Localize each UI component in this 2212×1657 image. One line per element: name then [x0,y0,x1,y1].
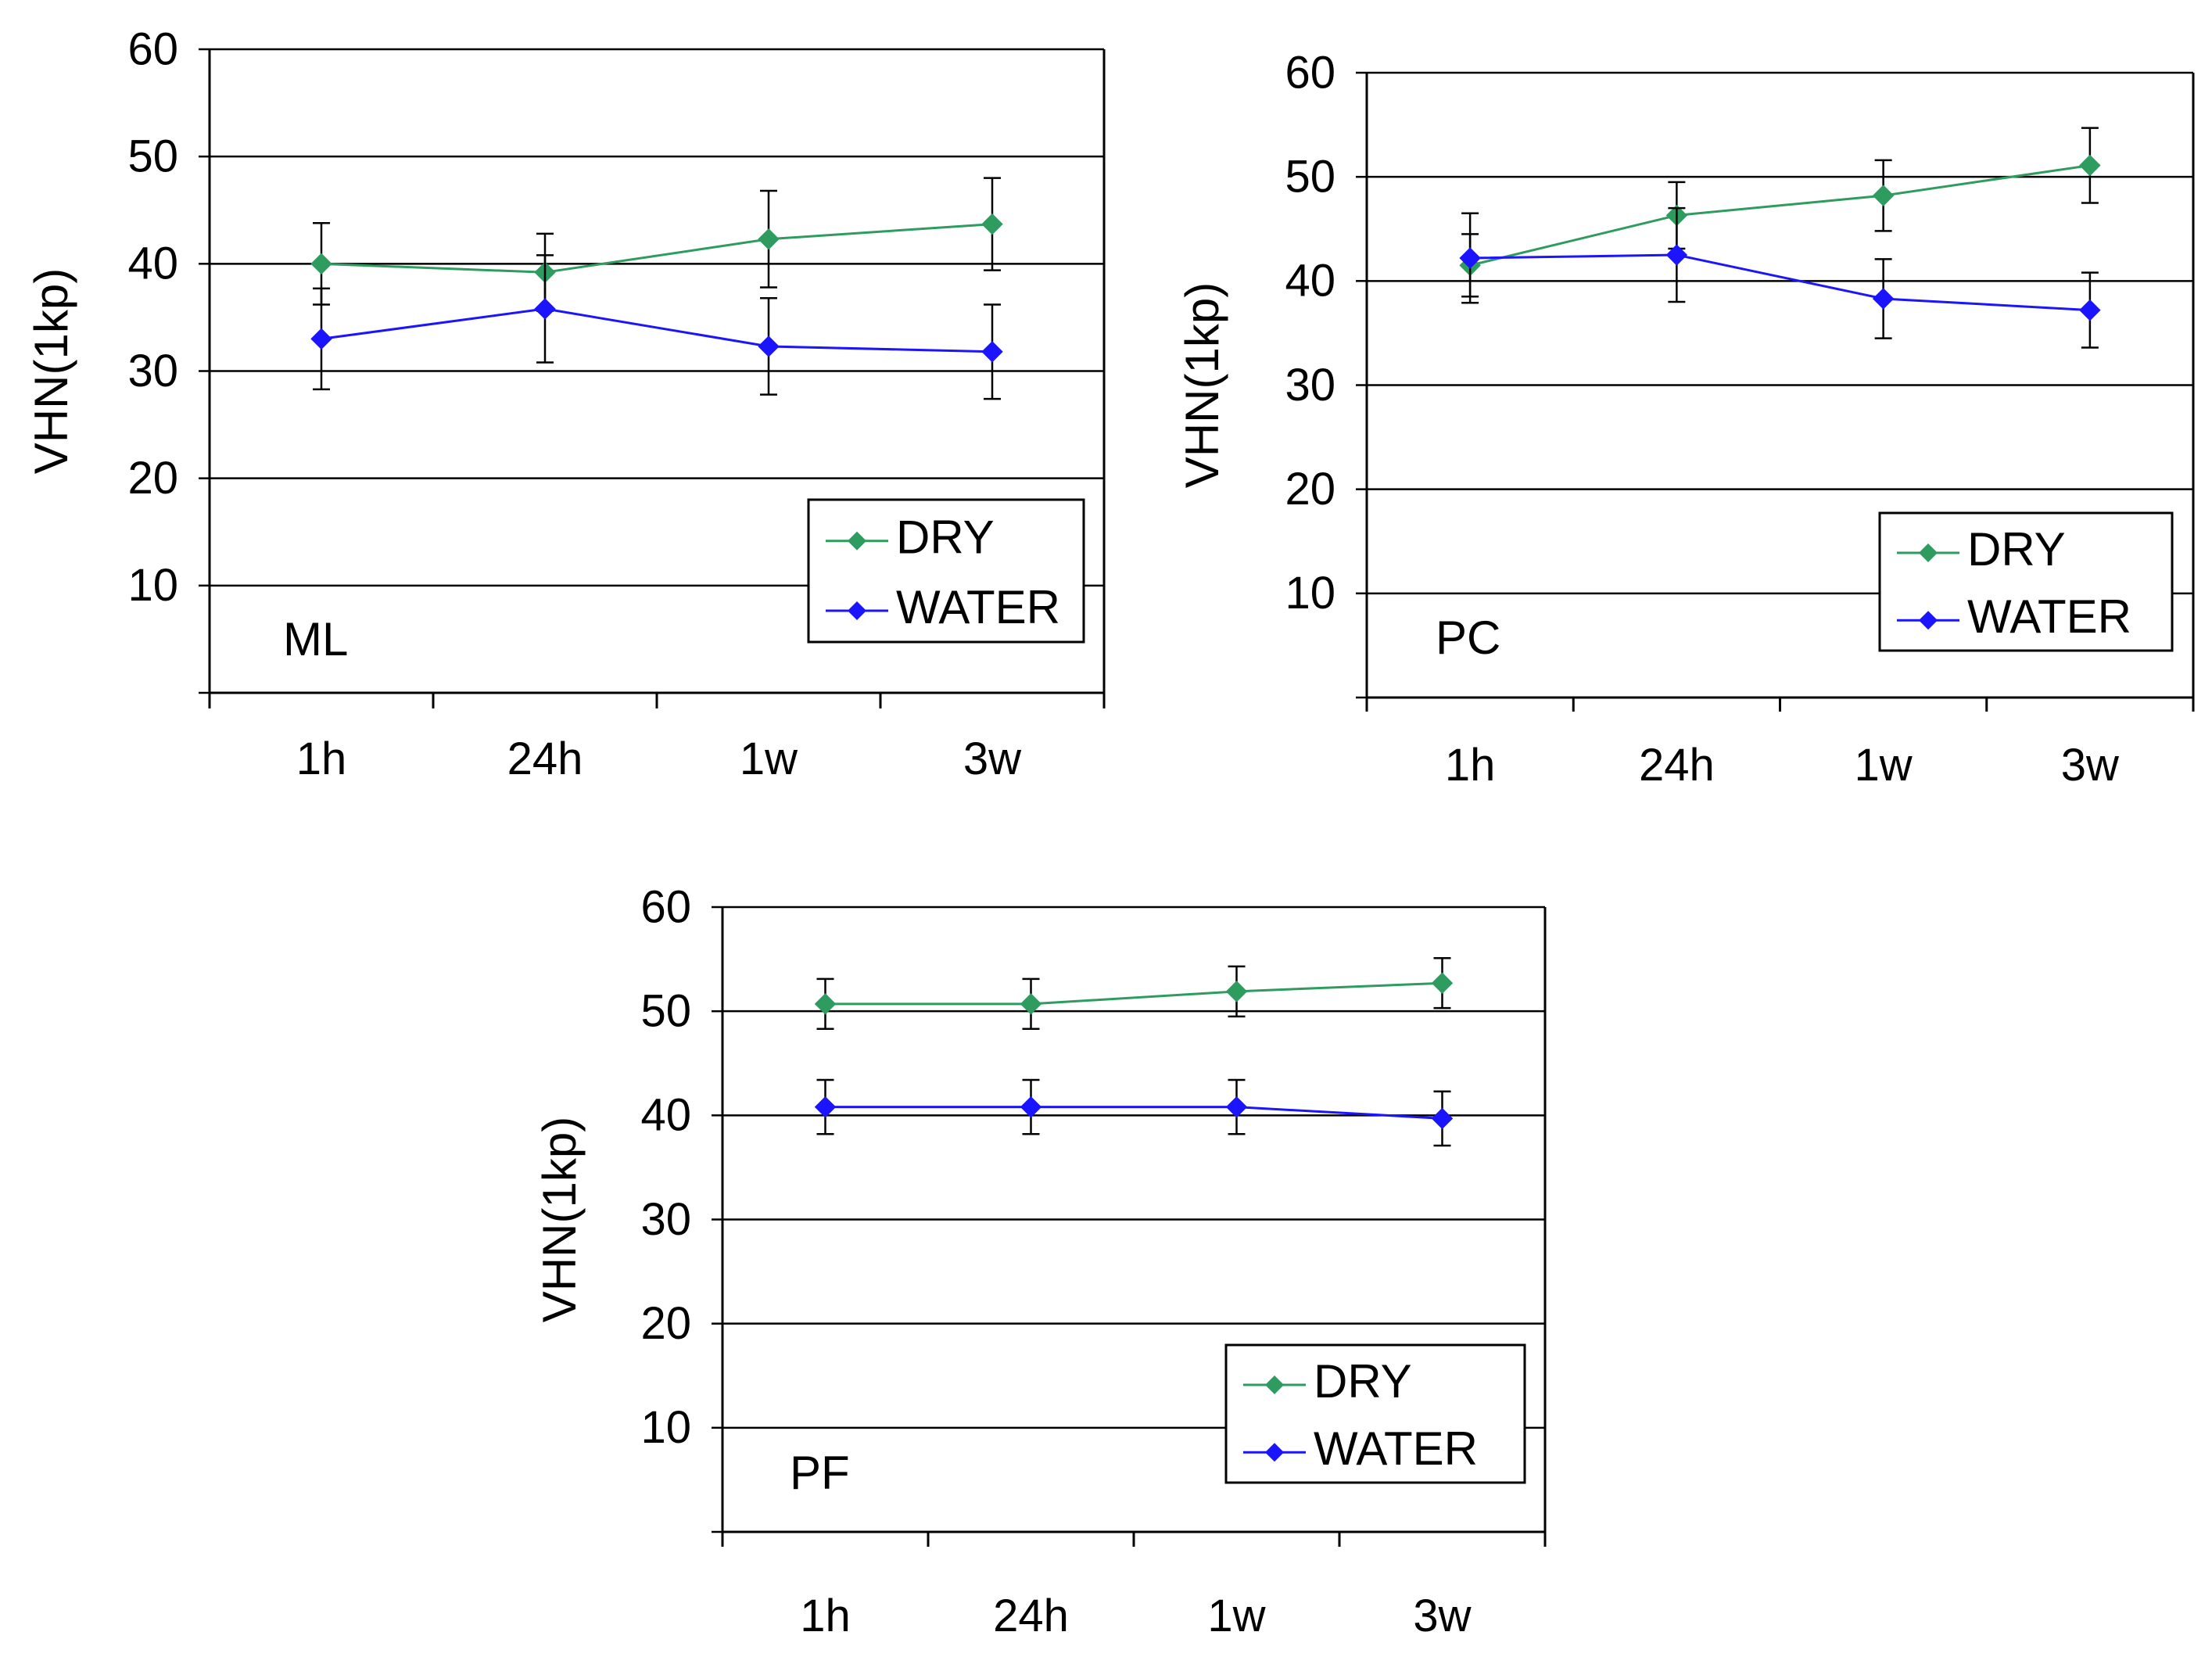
data-point-marker [310,328,332,350]
data-point-marker [1225,981,1248,1002]
data-point-marker [814,993,837,1015]
data-point-marker [2079,154,2101,177]
series-water [814,1078,1454,1147]
series-dry [814,957,1454,1031]
y-axis-title: VHN(1kp) [25,268,77,474]
series-line-dry [321,223,993,274]
data-point-marker [981,341,1003,363]
y-axis-title: VHN(1kp) [533,1117,586,1322]
legend-label-dry: DRY [896,511,995,564]
data-point-marker [1872,288,1895,310]
data-point-marker [534,298,556,320]
x-tick-label: 3w [2061,740,2120,791]
y-tick-label: 50 [127,131,178,181]
x-tick-label: 24h [507,733,583,784]
legend-swatch-marker [848,601,866,620]
y-tick-label: 40 [1285,256,1335,307]
y-tick-label: 40 [640,1090,691,1141]
legend-label-dry: DRY [1967,523,2066,576]
x-tick-label: 1w [1207,1591,1266,1641]
panel-label: PF [790,1447,850,1499]
data-point-marker [1431,972,1454,994]
x-tick-label: 1h [1445,740,1496,791]
legend-label-dry: DRY [1314,1355,1412,1408]
legend-label-water: WATER [1967,590,2131,643]
panel-label: PC [1436,612,1500,664]
y-tick-label: 10 [1285,568,1335,619]
series-water [310,254,1003,400]
x-tick-label: 24h [1639,740,1715,791]
y-tick-label: 20 [640,1298,691,1349]
data-point-marker [2079,299,2101,321]
x-tick-label: 24h [993,1591,1069,1641]
y-tick-label: 20 [1285,464,1335,515]
x-tick-label: 3w [1413,1591,1472,1641]
legend: DRY WATER [1224,1343,1526,1484]
data-point-marker [758,335,780,357]
data-point-marker [310,253,332,275]
data-point-marker [1872,185,1895,206]
y-tick-label: 30 [640,1194,691,1245]
data-point-marker [1020,1096,1042,1118]
x-tick-label: 1w [740,733,798,784]
y-tick-label: 20 [127,453,178,504]
series-dry [1459,127,2101,298]
panel-label: ML [283,613,348,665]
y-tick-label: 50 [1285,151,1335,202]
legend-swatch-marker [1265,1443,1284,1462]
y-tick-label: 60 [127,23,178,74]
legend-swatch-marker [848,531,866,551]
legend-label-water: WATER [896,581,1060,633]
legend-swatch-marker [1919,611,1938,630]
data-point-marker [814,1096,837,1118]
data-point-marker [981,213,1003,235]
y-tick-label: 10 [640,1402,691,1453]
legend: DRY WATER [1878,511,2174,652]
legend-label-water: WATER [1314,1422,1478,1475]
chart-panel-ml: 60 50 40 30 20 10 1h 24h 1w 3w VHN(1kp) DRY WATER ML [25,23,1106,784]
series-line-dry [825,981,1443,1006]
data-point-marker [1225,1096,1248,1118]
y-tick-label: 30 [1285,360,1335,411]
series-line-water [1470,253,2090,312]
legend-box [807,498,1085,644]
x-tick-label: 1w [1855,740,1913,791]
data-point-marker [1665,244,1688,266]
series-line-water [825,1106,1443,1120]
y-axis-title: VHN(1kp) [1176,282,1228,488]
y-tick-label: 60 [1285,47,1335,98]
chart-panel-pf: 60 50 40 30 20 10 1h 24h 1w 3w VHN(1kp) DRY WATER PF [533,881,1547,1641]
series-line-dry [1469,164,2091,267]
legend-swatch-marker [1919,543,1938,563]
x-tick-label: 1h [296,733,347,784]
data-point-marker [1459,247,1481,269]
y-tick-label: 60 [640,881,691,932]
data-point-marker [758,228,780,250]
data-point-marker [1020,993,1042,1015]
series-line-water [321,307,993,353]
y-tick-label: 30 [127,346,178,396]
y-tick-label: 40 [127,239,178,289]
y-tick-label: 10 [127,560,178,611]
x-tick-label: 1h [800,1591,851,1641]
x-tick-label: 3w [963,733,1022,784]
series-dry [310,177,1003,312]
chart-panel-pc: 60 50 40 30 20 10 1h 24h 1w 3w VHN(1kp) DRY WATER PC [1176,47,2195,791]
series-water [1459,206,2101,349]
y-tick-label: 50 [640,985,691,1036]
legend-swatch-marker [1265,1375,1284,1395]
data-point-marker [1431,1107,1454,1130]
legend: DRY WATER [807,498,1085,644]
